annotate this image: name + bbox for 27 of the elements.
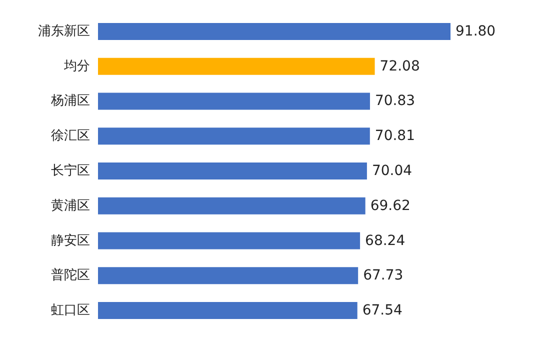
data-label: 68.24 [365, 232, 406, 249]
data-label: 91.80 [456, 23, 496, 40]
bar [98, 92, 370, 110]
bar [98, 302, 358, 320]
data-label: 67.54 [362, 302, 403, 319]
y-tick-label: 静安区 [51, 232, 90, 248]
data-label: 69.62 [370, 198, 410, 214]
data-label: 72.08 [380, 58, 420, 74]
bar [98, 58, 375, 75]
y-tick-label: 浦东新区 [38, 24, 90, 39]
y-tick-label: 虹口区 [51, 303, 90, 318]
bar [98, 197, 366, 214]
bar [98, 232, 360, 250]
y-tick-label: 长宁区 [51, 162, 90, 178]
data-label: 70.83 [374, 93, 416, 110]
bar [98, 128, 370, 145]
y-tick-label: 普陀区 [51, 267, 90, 284]
data-label: 67.73 [363, 268, 404, 284]
bar [98, 162, 367, 180]
data-label: 70.04 [372, 163, 412, 179]
y-tick-label: 徐汇区 [51, 128, 90, 144]
y-tick-label: 黄浦区 [51, 198, 90, 214]
bar [98, 267, 358, 284]
bar [98, 22, 451, 40]
y-tick-label: 杨浦区 [50, 94, 90, 109]
data-label: 70.81 [374, 128, 416, 144]
y-tick-label: 均分 [63, 58, 90, 74]
